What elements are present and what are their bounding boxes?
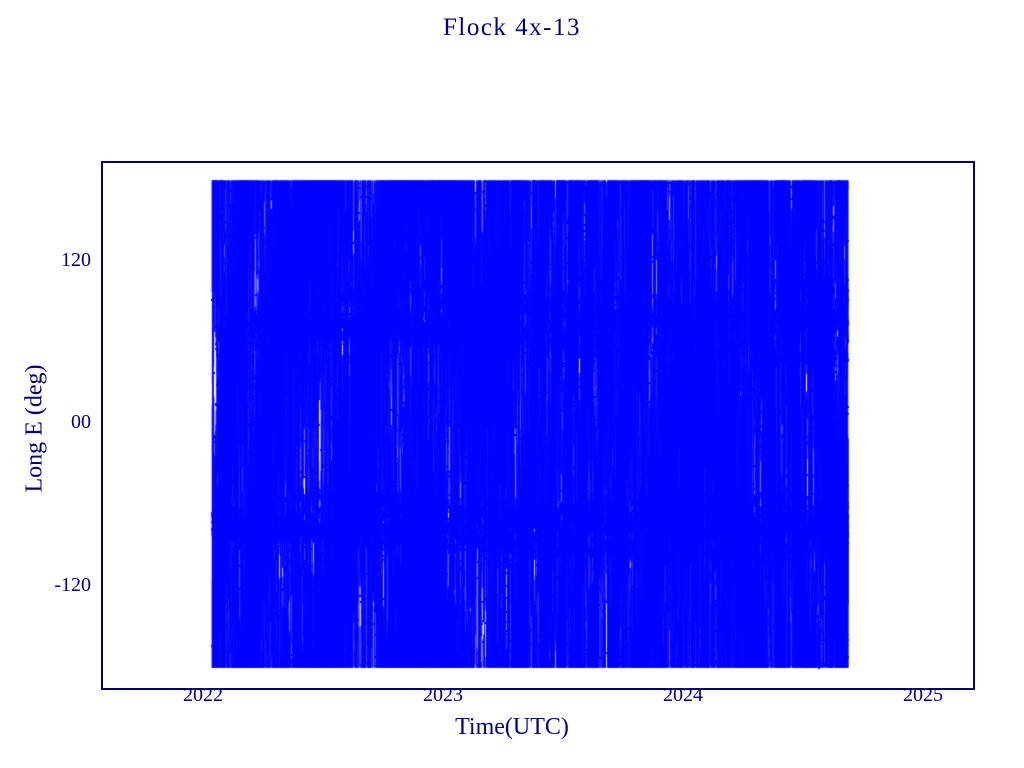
data-series-canvas xyxy=(103,163,973,688)
y-tick-label: 120 xyxy=(61,249,91,271)
page-title: Flock 4x-13 xyxy=(442,14,582,41)
y-tick-label: -120 xyxy=(54,574,91,596)
plot-area xyxy=(101,161,975,690)
x-axis-label: Time(UTC) xyxy=(455,714,569,740)
y-tick-label: 00 xyxy=(71,411,91,433)
